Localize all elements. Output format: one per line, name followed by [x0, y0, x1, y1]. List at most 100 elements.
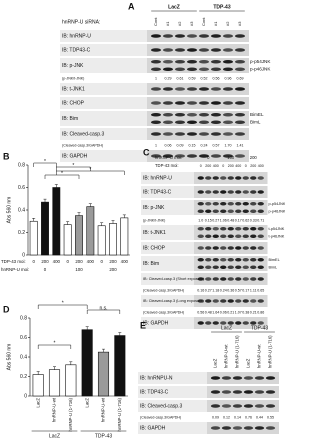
- row-label: IB: TDP43-C: [62, 47, 91, 53]
- band: [197, 201, 204, 206]
- ratio-value: 0.56: [213, 76, 220, 80]
- significance-mark: *: [61, 171, 63, 177]
- ratio-value: 0.48: [205, 310, 212, 314]
- band: [186, 48, 198, 52]
- band: [220, 257, 227, 262]
- lane-label: Cont: [201, 17, 206, 26]
- band: [220, 190, 227, 194]
- band: [210, 48, 222, 52]
- y-tick-label: 0.4: [20, 354, 27, 360]
- band: [212, 209, 219, 214]
- y-tick-label: 0.4: [18, 207, 25, 213]
- lane-label: hnRNP-U-wt: [224, 344, 229, 368]
- ratio-label: (Cleaved-casp.3/GAPDH): [143, 288, 184, 292]
- band: [235, 190, 242, 194]
- band: [234, 87, 246, 91]
- band: [232, 390, 243, 394]
- band: [162, 120, 174, 125]
- band: [221, 404, 232, 408]
- ratio-value: 0.52: [201, 76, 208, 80]
- band: [220, 277, 227, 281]
- band: [210, 376, 221, 380]
- bar: [48, 369, 61, 397]
- bar: [109, 223, 117, 256]
- band: [265, 426, 276, 430]
- ratio-value: 0.15: [205, 218, 212, 222]
- band-label: BimEL: [269, 258, 280, 262]
- ratio-value: 0.71: [257, 218, 264, 222]
- band: [250, 226, 257, 231]
- band: [220, 234, 227, 239]
- ratio-value: 0.96: [225, 76, 232, 80]
- band: [150, 48, 162, 52]
- band: [221, 426, 232, 430]
- blot-image: [207, 386, 279, 398]
- ratio-value: 1.06: [220, 218, 227, 222]
- band: [174, 120, 186, 125]
- band: [243, 376, 254, 380]
- significance-bracket: [44, 174, 80, 179]
- significance-bracket: [37, 344, 72, 349]
- band: [234, 120, 246, 125]
- row-label: IB: t-JNK1: [143, 230, 166, 236]
- band: [150, 87, 162, 91]
- band: [174, 112, 186, 117]
- band: [235, 299, 242, 303]
- ratio-value: 0.12: [223, 415, 230, 419]
- ratio-label: (p-JNK/t-JNK): [62, 76, 84, 80]
- band: [227, 265, 234, 270]
- y-tick-label: 0.6: [20, 335, 27, 341]
- band: [221, 376, 232, 380]
- band: [243, 426, 254, 430]
- band: [257, 226, 264, 231]
- band: [254, 404, 265, 408]
- ratio-value: 0.06: [165, 143, 172, 147]
- band: [220, 299, 227, 303]
- band: [205, 209, 212, 214]
- band: [210, 120, 222, 125]
- group-label: LacZ: [221, 325, 232, 331]
- blot-image: [147, 58, 249, 73]
- band: [162, 59, 174, 64]
- band: [242, 321, 249, 325]
- ratio-value: 0.55: [267, 415, 274, 419]
- band: [212, 257, 219, 262]
- x-tick-label: hnRNP-U (1-716): [68, 397, 73, 431]
- band: [220, 226, 227, 231]
- band: [205, 265, 212, 270]
- ratio-value: 0.56: [197, 310, 204, 314]
- band: [242, 201, 249, 206]
- band: [257, 246, 264, 250]
- band: [243, 390, 254, 394]
- x-tick-label: hnRNP-U-wt: [52, 397, 57, 422]
- band: [174, 154, 186, 158]
- blot-image: [207, 422, 279, 434]
- ratio-value: 0.57: [213, 143, 220, 147]
- bar: [97, 351, 110, 397]
- band: [197, 265, 204, 270]
- lane-label: 200: [205, 164, 211, 168]
- row-label: IB: CHOP: [143, 245, 166, 251]
- band: [174, 87, 186, 91]
- band: [235, 209, 242, 214]
- y-tick-label: 0.2: [20, 374, 27, 380]
- row-label: IB: Bim: [143, 261, 159, 267]
- band: [227, 209, 234, 214]
- ratio-value: 1.18: [212, 288, 219, 292]
- band: [235, 257, 242, 262]
- band: [210, 426, 221, 430]
- band: [210, 112, 222, 117]
- lane-label: 200: [250, 164, 256, 168]
- band: [234, 132, 246, 136]
- bar: [120, 217, 129, 256]
- bar: [41, 201, 49, 256]
- band: [197, 257, 204, 262]
- x-tick-label: 400: [121, 259, 129, 264]
- band-label: t-p54JNK: [269, 227, 285, 231]
- band: [221, 390, 232, 394]
- band: [235, 226, 242, 231]
- row-label: IB: CHOP: [62, 100, 85, 106]
- band: [205, 234, 212, 239]
- ratio-value: 1.0: [198, 218, 203, 222]
- band: [235, 201, 242, 206]
